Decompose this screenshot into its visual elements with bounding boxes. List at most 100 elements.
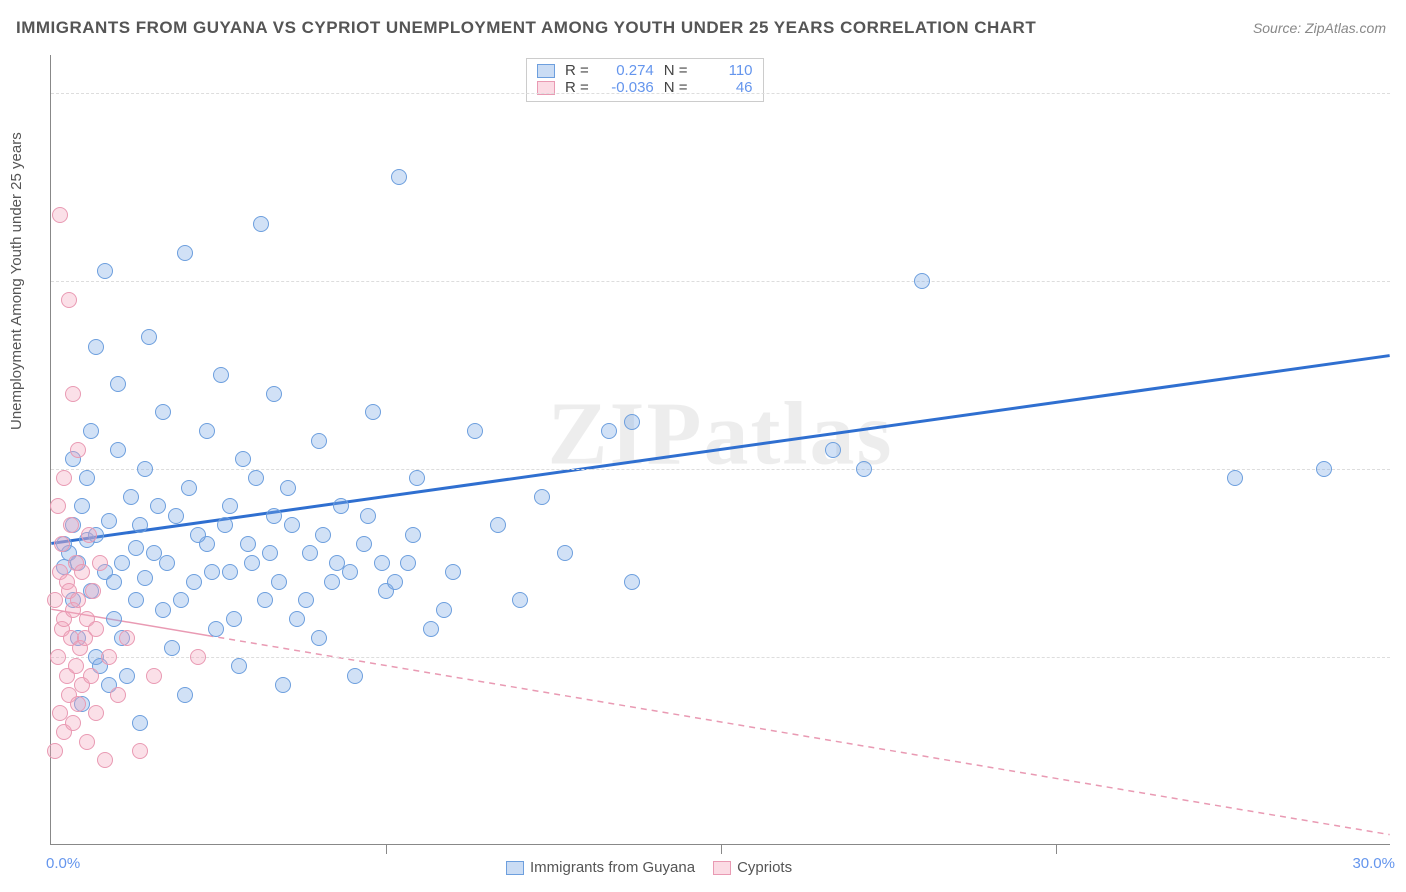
n-value: 110 xyxy=(698,62,753,79)
point-guyana xyxy=(266,386,282,402)
point-guyana xyxy=(557,545,573,561)
point-guyana xyxy=(253,216,269,232)
point-cypriot xyxy=(190,649,206,665)
n-label: N = xyxy=(664,62,688,79)
point-guyana xyxy=(289,611,305,627)
point-cypriot xyxy=(54,536,70,552)
point-guyana xyxy=(114,555,130,571)
point-cypriot xyxy=(88,705,104,721)
point-guyana xyxy=(173,592,189,608)
point-guyana xyxy=(436,602,452,618)
point-guyana xyxy=(128,592,144,608)
point-cypriot xyxy=(65,386,81,402)
point-guyana xyxy=(257,592,273,608)
legend-swatch-icon xyxy=(506,861,524,875)
series-legend: Immigrants from Guyana Cypriots xyxy=(506,859,792,876)
point-guyana xyxy=(226,611,242,627)
point-guyana xyxy=(150,498,166,514)
point-guyana xyxy=(423,621,439,637)
x-tick xyxy=(386,844,387,854)
chart-title: IMMIGRANTS FROM GUYANA VS CYPRIOT UNEMPL… xyxy=(16,18,1036,38)
point-guyana xyxy=(356,536,372,552)
point-cypriot xyxy=(50,649,66,665)
point-guyana xyxy=(190,527,206,543)
point-guyana xyxy=(311,630,327,646)
point-guyana xyxy=(490,517,506,533)
legend-item: Immigrants from Guyana xyxy=(506,859,695,876)
point-guyana xyxy=(97,263,113,279)
point-guyana xyxy=(374,555,390,571)
point-guyana xyxy=(110,376,126,392)
point-guyana xyxy=(155,404,171,420)
point-guyana xyxy=(311,433,327,449)
point-guyana xyxy=(123,489,139,505)
point-cypriot xyxy=(81,527,97,543)
point-cypriot xyxy=(83,668,99,684)
point-guyana xyxy=(280,480,296,496)
point-guyana xyxy=(534,489,550,505)
gridline-h xyxy=(51,93,1390,94)
point-guyana xyxy=(244,555,260,571)
point-guyana xyxy=(132,517,148,533)
point-guyana xyxy=(400,555,416,571)
point-guyana xyxy=(217,517,233,533)
correlation-legend: R =0.274N =110R =-0.036N =46 xyxy=(526,58,764,102)
point-guyana xyxy=(914,273,930,289)
point-guyana xyxy=(141,329,157,345)
point-guyana xyxy=(601,423,617,439)
y-tick-label: 10.0% xyxy=(1395,648,1406,665)
point-guyana xyxy=(324,574,340,590)
point-guyana xyxy=(624,574,640,590)
point-guyana xyxy=(302,545,318,561)
r-value: 0.274 xyxy=(599,62,654,79)
x-tick-label: 0.0% xyxy=(46,855,80,872)
point-cypriot xyxy=(56,470,72,486)
point-guyana xyxy=(155,602,171,618)
gridline-h xyxy=(51,469,1390,470)
point-cypriot xyxy=(119,630,135,646)
point-guyana xyxy=(231,658,247,674)
point-guyana xyxy=(132,715,148,731)
point-guyana xyxy=(208,621,224,637)
legend-item: Cypriots xyxy=(713,859,792,876)
r-label: R = xyxy=(565,62,589,79)
point-cypriot xyxy=(92,555,108,571)
point-guyana xyxy=(391,169,407,185)
point-guyana xyxy=(1316,461,1332,477)
point-guyana xyxy=(235,451,251,467)
point-cypriot xyxy=(74,564,90,580)
point-guyana xyxy=(360,508,376,524)
point-cypriot xyxy=(97,752,113,768)
point-guyana xyxy=(1227,470,1243,486)
point-guyana xyxy=(168,508,184,524)
x-tick xyxy=(721,844,722,854)
point-guyana xyxy=(387,574,403,590)
point-guyana xyxy=(101,513,117,529)
point-cypriot xyxy=(70,442,86,458)
x-tick xyxy=(1056,844,1057,854)
point-cypriot xyxy=(79,734,95,750)
legend-row: R = 0.274 N = 110 xyxy=(537,62,753,79)
point-guyana xyxy=(315,527,331,543)
y-tick-label: 20.0% xyxy=(1395,460,1406,477)
point-cypriot xyxy=(132,743,148,759)
trend-lines xyxy=(51,55,1390,844)
point-cypriot xyxy=(85,583,101,599)
point-guyana xyxy=(177,245,193,261)
legend-swatch-icon xyxy=(713,861,731,875)
point-guyana xyxy=(83,423,99,439)
point-cypriot xyxy=(52,207,68,223)
point-cypriot xyxy=(88,621,104,637)
point-cypriot xyxy=(146,668,162,684)
point-cypriot xyxy=(63,517,79,533)
point-guyana xyxy=(119,668,135,684)
point-guyana xyxy=(128,540,144,556)
point-cypriot xyxy=(70,592,86,608)
point-guyana xyxy=(347,668,363,684)
point-cypriot xyxy=(61,292,77,308)
point-guyana xyxy=(74,498,90,514)
point-guyana xyxy=(512,592,528,608)
point-guyana xyxy=(222,564,238,580)
point-guyana xyxy=(213,367,229,383)
point-guyana xyxy=(409,470,425,486)
